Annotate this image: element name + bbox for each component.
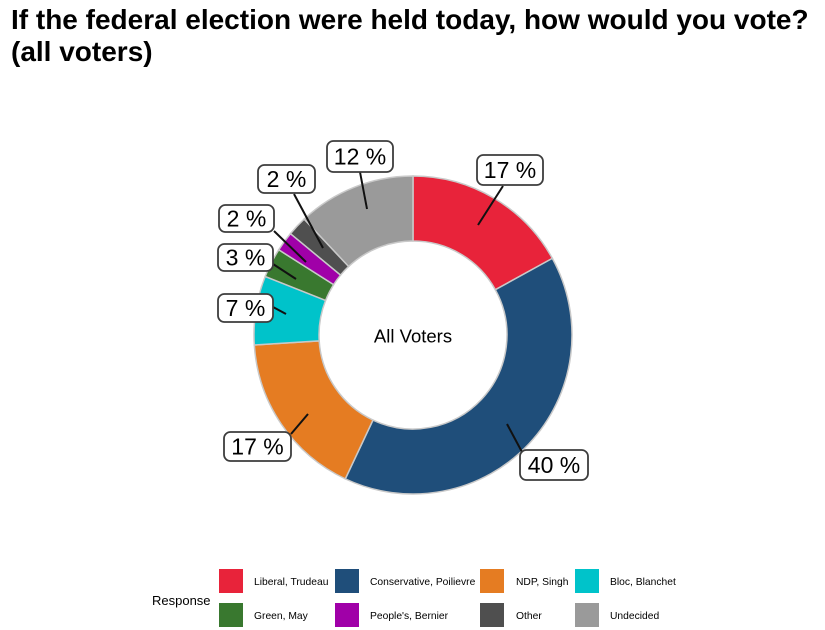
- svg-text:40 %: 40 %: [528, 452, 580, 478]
- svg-text:All Voters: All Voters: [374, 326, 452, 347]
- svg-text:17 %: 17 %: [484, 157, 536, 183]
- svg-text:12 %: 12 %: [334, 144, 386, 170]
- svg-text:17 %: 17 %: [231, 434, 283, 460]
- svg-text:7 %: 7 %: [226, 295, 266, 321]
- svg-text:3 %: 3 %: [226, 245, 266, 271]
- svg-text:2 %: 2 %: [227, 206, 267, 232]
- svg-text:2 %: 2 %: [267, 166, 307, 192]
